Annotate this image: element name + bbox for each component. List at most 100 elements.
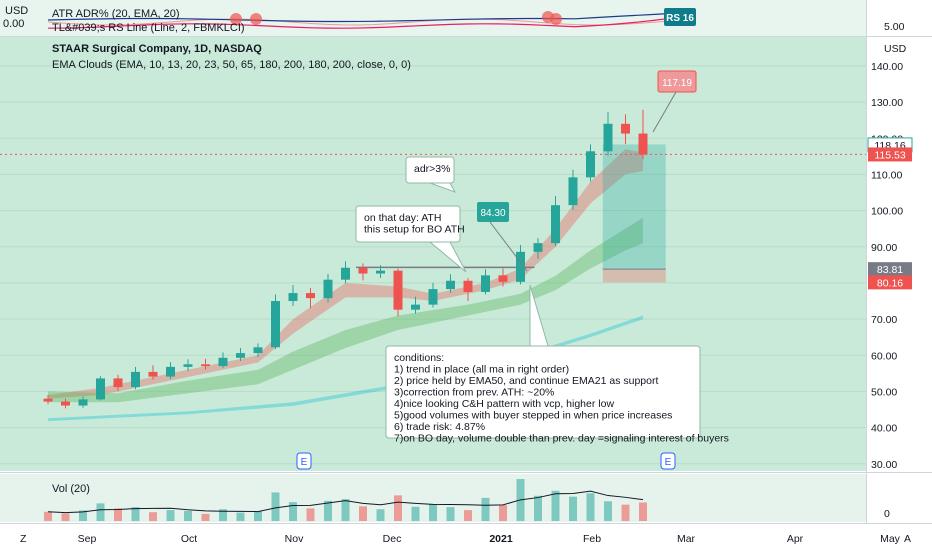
callout-box — [405, 156, 455, 184]
price-badge-text: 80.16 — [877, 277, 903, 289]
time-tick-label: Dec — [383, 533, 402, 545]
candle-body — [358, 267, 368, 274]
candle-body — [61, 401, 70, 406]
candle-body — [551, 205, 560, 244]
candle-body — [376, 270, 385, 274]
price-badge-box — [868, 275, 912, 290]
volume-bar — [359, 506, 367, 521]
price-tick-label: 50.00 — [871, 386, 897, 398]
callout-text: conditions: — [394, 352, 444, 364]
callout-text: 4)nice looking C&H pattern with vcp, hig… — [394, 398, 614, 410]
price-badge-box — [868, 262, 912, 277]
rs-new-high-marker — [250, 13, 262, 25]
earnings-marker-nov[interactable]: E — [296, 452, 312, 470]
callout-text: 3)correction from prev. ATH: ~20% — [394, 387, 554, 399]
top-axis-value: 5.00 — [884, 21, 905, 33]
candle-body — [481, 275, 490, 292]
candlestick-series — [43, 109, 648, 409]
price-badge: 80.16 — [868, 275, 912, 290]
rs-line-legend[interactable]: TL&#039;s RS Line (Line, 2, FBMKLCI) — [52, 22, 245, 34]
candle-body — [253, 347, 263, 354]
volume-bar — [394, 495, 402, 521]
volume-bar — [79, 510, 87, 521]
time-axis[interactable]: Sep Oct Nov Dec 2021 Feb Mar Apr May — [78, 533, 901, 545]
candle-body — [586, 151, 595, 178]
conditions-callout[interactable]: conditions:1) trend in place (all ma in … — [385, 284, 729, 445]
volume-bar — [184, 510, 192, 521]
candle-body — [621, 123, 630, 134]
callout-text: 6) trade risk: 4.87% — [394, 421, 485, 433]
callout-text: this setup for BO ATH — [364, 224, 465, 236]
top-currency-label: USD — [5, 5, 28, 17]
time-tick-label: Apr — [787, 533, 804, 545]
level-84-label: 84.30 — [477, 202, 528, 272]
volume-bar — [411, 506, 420, 521]
candle-body — [288, 293, 298, 302]
price-tick-label: 110.00 — [871, 169, 902, 181]
auto-scale-button[interactable]: A — [904, 533, 911, 545]
time-tick-label: Mar — [677, 533, 696, 545]
volume-bar — [551, 490, 560, 521]
candle-body — [271, 301, 280, 348]
main-currency-label: USD — [884, 43, 907, 55]
volume-bar — [271, 492, 280, 521]
volume-bar — [464, 510, 472, 521]
volume-bar — [341, 499, 350, 521]
indicator-legend[interactable]: EMA Clouds (EMA, 10, 13, 20, 23, 50, 65,… — [52, 59, 411, 71]
level-117-box — [657, 70, 697, 93]
candle-body — [463, 280, 473, 292]
rs-badge: RS 16 — [664, 8, 696, 26]
time-tick-label: Feb — [583, 533, 601, 545]
volume-bar — [149, 512, 157, 521]
adr-callout[interactable]: adr>3% — [405, 156, 457, 193]
candle-body — [236, 353, 245, 358]
log-scale-button[interactable]: Z — [20, 533, 27, 545]
trade-box[interactable] — [0, 144, 866, 283]
volume-bar — [429, 504, 437, 521]
level-84-leader — [489, 221, 528, 272]
candle-body — [306, 293, 315, 299]
candle-body — [428, 289, 438, 305]
price-tick-label: 130.00 — [871, 97, 903, 109]
candle-body — [113, 378, 123, 388]
price-tick-label: 60.00 — [871, 350, 897, 362]
volume-bar — [376, 509, 385, 521]
time-tick-label: May — [880, 533, 901, 545]
candle-body — [131, 371, 140, 388]
candle-body — [183, 364, 193, 367]
volume-bar — [114, 508, 122, 521]
earnings-marker-feb[interactable]: E — [660, 452, 676, 470]
candle-body — [96, 378, 105, 400]
callout-text: 7)on BO day, volume double than prev. da… — [394, 433, 729, 445]
candle-body — [166, 366, 175, 377]
level-117-leader — [652, 91, 677, 133]
price-tick-label: 30.00 — [871, 459, 897, 471]
callout-text: adr>3% — [414, 163, 450, 175]
level-84-box — [477, 202, 509, 222]
target-zone — [602, 144, 666, 270]
candle-body — [603, 123, 613, 152]
volume-bar — [236, 512, 245, 521]
candle-body — [533, 243, 543, 252]
candle-body — [43, 398, 53, 402]
callout-text: 1) trend in place (all ma in right order… — [394, 364, 569, 376]
candle-body — [638, 133, 648, 155]
candle-body — [323, 279, 333, 299]
price-tick-label: 140.00 — [871, 61, 903, 73]
price-badge-text: 83.81 — [877, 264, 903, 276]
adr-line — [47, 17, 669, 29]
volume-bar — [586, 493, 595, 521]
callout-text: on that day: ATH — [364, 212, 441, 224]
time-tick-label: Nov — [285, 533, 304, 545]
adr-legend[interactable]: ATR ADR% (20, EMA, 20) — [52, 8, 180, 20]
level-117-label: 117.19 — [652, 70, 697, 133]
symbol-title[interactable]: STAAR Surgical Company, 1D, NASDAQ — [52, 43, 262, 55]
rs-badge-label: RS 16 — [666, 13, 694, 24]
price-axis[interactable]: 140.00130.00120.00110.00100.0090.0080.00… — [867, 61, 913, 471]
volume-legend[interactable]: Vol (20) — [52, 483, 90, 495]
volume-bar — [639, 502, 647, 521]
volume-bar — [446, 507, 455, 521]
